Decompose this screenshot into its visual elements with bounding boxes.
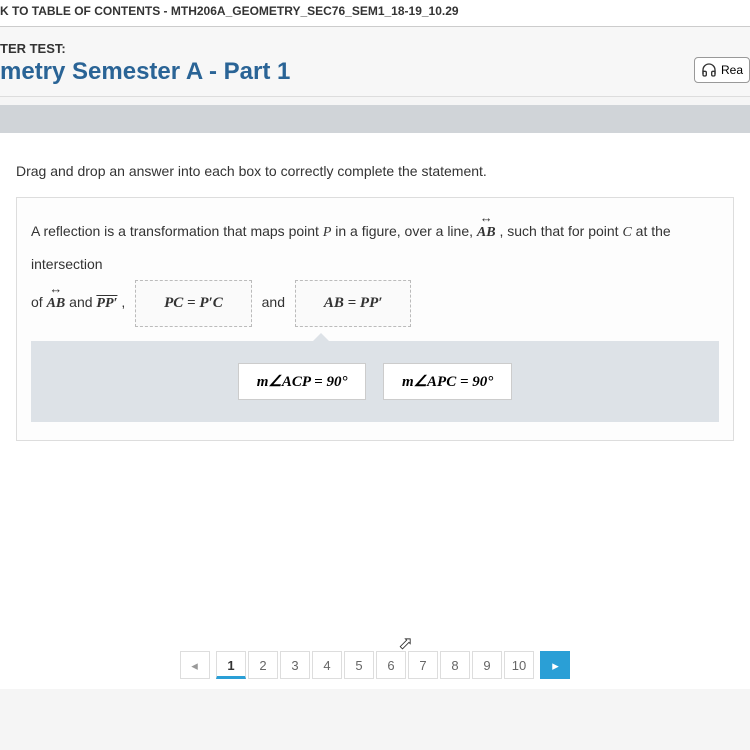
answer-chip-2[interactable]: m∠APC = 90°	[383, 363, 512, 400]
page-button-2[interactable]: 2	[248, 651, 278, 679]
page-button-7[interactable]: 7	[408, 651, 438, 679]
headphones-icon	[701, 62, 717, 78]
question-statement: A reflection is a transformation that ma…	[31, 216, 719, 327]
whitespace	[0, 451, 750, 641]
q-text-1a: A reflection is a transformation that ma…	[31, 223, 323, 239]
instruction-text: Drag and drop an answer into each box to…	[16, 163, 734, 179]
q-text-1c: , such that for point	[496, 223, 623, 239]
breadcrumb-bar: K TO TABLE OF CONTENTS - MTH206A_GEOMETR…	[0, 0, 750, 27]
q-text-2a: of	[31, 294, 47, 310]
var-c: C	[622, 225, 631, 240]
q-text-2c: ,	[117, 294, 125, 310]
q-text-2b: and	[65, 294, 96, 310]
seg-pp: PP′	[96, 296, 117, 311]
line-ab-2: AB	[47, 289, 66, 320]
test-header: TER TEST: metry Semester A - Part 1 Rea	[0, 27, 750, 97]
drop-zone-2[interactable]: AB = PP′	[295, 280, 412, 327]
test-label: TER TEST:	[0, 41, 750, 56]
page-button-5[interactable]: 5	[344, 651, 374, 679]
pagination: ⬀ ◂ 12345678910 ▸	[0, 641, 750, 689]
prev-button[interactable]: ◂	[180, 651, 210, 679]
page-button-8[interactable]: 8	[440, 651, 470, 679]
readspeaker-label: Rea	[721, 63, 743, 77]
question-box: A reflection is a transformation that ma…	[16, 197, 734, 441]
answer-bank: m∠ACP = 90° m∠APC = 90°	[31, 341, 719, 422]
test-title: metry Semester A - Part 1	[0, 58, 750, 86]
page-button-3[interactable]: 3	[280, 651, 310, 679]
page-button-1[interactable]: 1	[216, 651, 246, 679]
next-button[interactable]: ▸	[540, 651, 570, 679]
page-button-9[interactable]: 9	[472, 651, 502, 679]
readspeaker-button[interactable]: Rea	[694, 57, 750, 83]
drop-zone-1[interactable]: PC = P′C	[135, 280, 252, 327]
breadcrumb-text[interactable]: K TO TABLE OF CONTENTS - MTH206A_GEOMETR…	[0, 4, 459, 18]
q-text-2d: and	[262, 294, 285, 310]
separator-band	[0, 105, 750, 133]
page-button-6[interactable]: 6	[376, 651, 406, 679]
q-text-1b: in a figure, over a line,	[331, 223, 477, 239]
question-content: Drag and drop an answer into each box to…	[0, 133, 750, 451]
line-ab: AB	[477, 218, 496, 249]
answer-chip-1[interactable]: m∠ACP = 90°	[238, 363, 367, 400]
page-button-4[interactable]: 4	[312, 651, 342, 679]
page-button-10[interactable]: 10	[504, 651, 534, 679]
